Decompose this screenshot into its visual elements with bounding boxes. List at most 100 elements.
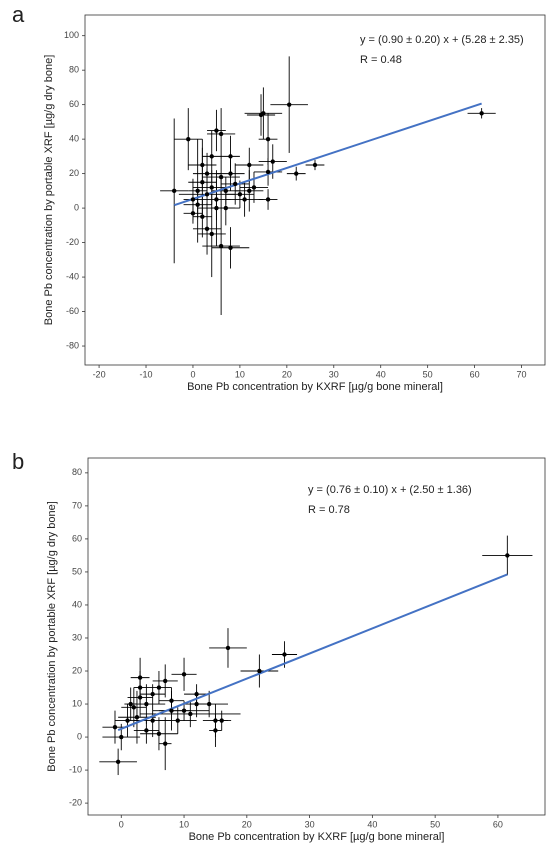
y-tick-label: -20 xyxy=(69,797,82,807)
y-tick-label: -20 xyxy=(66,237,79,247)
point xyxy=(257,668,262,674)
point xyxy=(150,691,155,697)
x-tick-label: 0 xyxy=(190,369,195,379)
x-tick-label: 30 xyxy=(329,369,339,379)
point xyxy=(218,131,224,137)
y-axis-title: Bone Pb concentration by portable XRF [µ… xyxy=(46,501,58,772)
point xyxy=(200,162,205,168)
annotation: R = 0.48 xyxy=(360,54,402,66)
point xyxy=(270,159,275,164)
point xyxy=(204,226,210,231)
point xyxy=(204,192,210,197)
plot-frame xyxy=(84,14,546,366)
y-tick-label: -80 xyxy=(66,340,79,350)
point xyxy=(258,112,264,118)
fit-line xyxy=(117,573,508,731)
point xyxy=(156,685,162,690)
point xyxy=(218,174,224,180)
x-tick-label: 60 xyxy=(493,819,503,829)
point xyxy=(137,675,143,680)
point xyxy=(115,759,121,765)
x-tick-label: -10 xyxy=(140,369,153,379)
x-axis-title: Bone Pb concentration by KXRF [µg/g bone… xyxy=(187,381,443,393)
point xyxy=(195,188,200,194)
y-tick-label: 80 xyxy=(69,65,79,75)
x-tick-label: 20 xyxy=(282,369,292,379)
point xyxy=(237,192,243,197)
y-tick-label: 100 xyxy=(64,30,79,40)
point xyxy=(251,185,257,190)
y-tick-label: 0 xyxy=(74,202,79,212)
y-axis-title: Bone Pb concentration by portable XRF [µ… xyxy=(43,55,55,326)
point xyxy=(150,718,155,723)
y-tick-label: -40 xyxy=(66,271,79,281)
y-tick-label: 40 xyxy=(69,134,79,144)
point xyxy=(286,102,292,107)
point xyxy=(144,728,149,733)
y-tick-label: 30 xyxy=(72,632,82,642)
point xyxy=(218,243,224,249)
point xyxy=(190,197,196,202)
point xyxy=(209,154,214,159)
y-tick-label: 60 xyxy=(72,533,82,543)
point xyxy=(228,154,233,159)
point xyxy=(312,162,318,168)
point xyxy=(188,711,193,717)
x-tick-label: 40 xyxy=(367,819,377,829)
point xyxy=(171,188,177,194)
y-tick-label: 10 xyxy=(72,698,82,708)
panel-label: b xyxy=(12,449,24,474)
point xyxy=(233,181,238,187)
fit-line xyxy=(173,102,482,207)
point xyxy=(134,715,140,720)
y-tick-label: 50 xyxy=(72,566,82,576)
point xyxy=(265,169,271,175)
point xyxy=(209,231,214,237)
point xyxy=(214,205,219,211)
point xyxy=(128,701,133,707)
point xyxy=(156,731,162,736)
x-tick-label: 30 xyxy=(305,819,315,829)
point xyxy=(209,185,214,190)
point xyxy=(194,701,199,707)
x-tick-label: 10 xyxy=(235,369,245,379)
point xyxy=(163,741,168,746)
x-tick-label: 60 xyxy=(470,369,480,379)
x-tick-label: 50 xyxy=(430,819,440,829)
point xyxy=(195,202,200,207)
point xyxy=(163,678,168,684)
y-tick-label: -60 xyxy=(66,306,79,316)
y-tick-label: 20 xyxy=(72,665,82,675)
point xyxy=(219,718,224,723)
point xyxy=(186,136,191,142)
y-tick-label: 40 xyxy=(72,599,82,609)
panel-label: a xyxy=(12,2,25,27)
point xyxy=(505,553,510,558)
x-tick-label: 70 xyxy=(517,369,527,379)
x-tick-label: 20 xyxy=(242,819,252,829)
point xyxy=(294,171,299,176)
point xyxy=(194,691,199,697)
point xyxy=(206,701,212,707)
point xyxy=(214,128,219,133)
point xyxy=(223,188,229,194)
point xyxy=(265,197,271,202)
point xyxy=(181,672,187,677)
annotation: y = (0.90 ± 0.20) x + (5.28 ± 2.35) xyxy=(360,34,524,46)
x-tick-label: 10 xyxy=(179,819,189,829)
y-tick-label: 80 xyxy=(72,467,82,477)
point xyxy=(175,718,180,723)
point xyxy=(479,111,484,116)
x-tick-label: 40 xyxy=(376,369,386,379)
point xyxy=(247,162,252,168)
point xyxy=(282,652,287,657)
x-axis-title: Bone Pb concentration by KXRF [µg/g bone… xyxy=(189,831,445,843)
point xyxy=(137,695,143,700)
point xyxy=(144,701,149,707)
point xyxy=(214,197,219,202)
x-tick-label: 50 xyxy=(423,369,433,379)
point xyxy=(169,698,174,703)
point xyxy=(131,705,137,710)
point xyxy=(247,188,252,194)
